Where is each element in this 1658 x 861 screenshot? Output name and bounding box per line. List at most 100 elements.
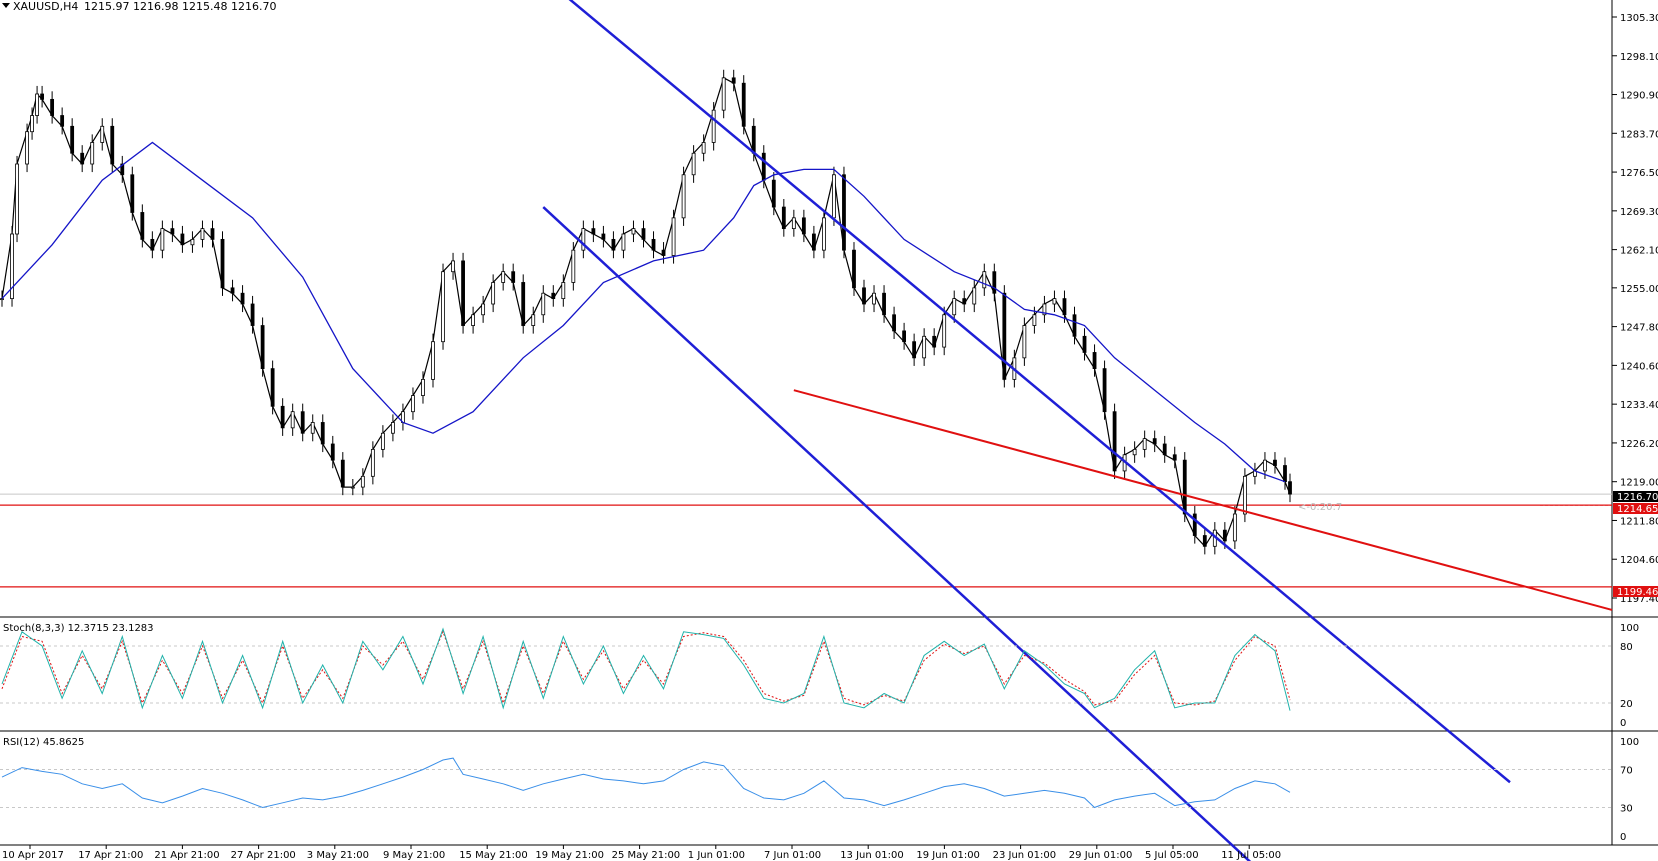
candle-body — [581, 228, 586, 251]
time-tick-label: 9 May 21:00 — [383, 850, 445, 861]
candle-body — [370, 448, 375, 477]
candle-body — [140, 212, 145, 240]
stochastic-oscillator — [1, 627, 1291, 711]
time-tick-label: 29 Jun 01:00 — [1069, 850, 1133, 861]
candle-body — [601, 233, 606, 240]
candle-body — [892, 314, 896, 332]
trend-lines — [528, 0, 1613, 861]
candle-body — [1052, 298, 1057, 305]
candle-body — [200, 228, 205, 240]
time-tick-label: 19 Jun 01:00 — [916, 850, 980, 861]
candle-body — [1042, 303, 1047, 316]
candle-body — [1283, 465, 1287, 483]
candle-body — [862, 287, 866, 305]
rsi-label: RSI(12) 45.8625 — [3, 737, 84, 748]
candle-body — [1263, 459, 1267, 472]
price-tick-label: 1240.60 — [1620, 361, 1658, 372]
stoch-level-label: 0 — [1620, 718, 1626, 729]
candle-body — [421, 378, 425, 396]
candle-body — [70, 125, 75, 154]
price-tick-label: 1262.10 — [1620, 246, 1658, 257]
candle-body — [1102, 368, 1107, 413]
candle-body — [781, 206, 786, 230]
candle-body — [411, 395, 415, 413]
candle-body — [681, 174, 686, 219]
candle-body — [711, 109, 716, 143]
channel-lower-line[interactable] — [542, 206, 1286, 861]
candle-body — [541, 292, 546, 316]
rsi-line[interactable] — [1, 757, 1291, 809]
candle-body — [210, 228, 215, 240]
time-tick-label: 19 May 21:00 — [535, 850, 604, 861]
price-tick-label: 1247.80 — [1620, 323, 1658, 334]
candle-body — [451, 260, 455, 273]
current-price-badge — [1613, 491, 1658, 502]
candle-body — [290, 411, 295, 429]
candle-body — [1222, 529, 1227, 542]
candle-body — [962, 298, 967, 305]
price-tick-label: 1255.00 — [1620, 284, 1658, 295]
candle-body — [160, 228, 165, 251]
candle-body — [942, 314, 947, 348]
time-tick-label: 7 Jun 01:00 — [764, 850, 821, 861]
price-tick-label: 1283.70 — [1620, 129, 1658, 140]
level2-price-label: 1199.46 — [1617, 587, 1658, 598]
candle-body — [441, 271, 445, 343]
candle-body — [902, 330, 907, 343]
candle-body — [832, 174, 836, 219]
level2-badge — [1613, 586, 1658, 597]
candle-body — [280, 405, 285, 429]
candle-body — [15, 163, 19, 235]
candle-body — [511, 271, 516, 283]
stoch-signal-line[interactable] — [1, 630, 1291, 706]
time-tick-label: 21 Apr 21:00 — [154, 850, 219, 861]
time-tick-label: 10 Apr 2017 — [2, 850, 64, 861]
time-tick-label: 3 May 21:00 — [307, 850, 369, 861]
time-tick-label: 15 May 21:00 — [459, 850, 528, 861]
candle-body — [571, 249, 576, 283]
candle-body — [1192, 513, 1197, 536]
stoch-label: Stoch(8,3,3) 12.3715 23.1283 — [3, 623, 154, 634]
candle-body — [731, 77, 736, 84]
candle-body — [100, 125, 105, 143]
candle-body — [521, 282, 526, 326]
moving-average-line[interactable] — [1, 141, 1286, 483]
candle-body — [912, 341, 917, 359]
candle-body — [701, 142, 706, 154]
candle-body — [1002, 292, 1007, 380]
candle-body — [481, 303, 486, 316]
candle-body — [461, 260, 465, 326]
candle-body — [491, 282, 496, 305]
candle-body — [1092, 352, 1097, 370]
channel-upper-line[interactable] — [528, 0, 1511, 784]
price-line[interactable] — [1, 76, 1291, 548]
candle-body — [90, 142, 95, 165]
stoch-levels: 100 80 20 0 — [0, 623, 1639, 729]
stoch-main-line[interactable] — [1, 627, 1291, 711]
symbol-dropdown-icon[interactable] — [2, 3, 10, 8]
price-tick-label: 1226.20 — [1620, 439, 1658, 450]
time-tick-label: 17 Apr 21:00 — [78, 850, 143, 861]
support-lines — [0, 493, 1612, 588]
time-tick-label: 13 Jun 01:00 — [840, 850, 904, 861]
candle-body — [561, 282, 566, 300]
candle-body — [310, 422, 315, 434]
range-measure-label: <-0:20:7 — [1298, 502, 1342, 513]
candle-body — [30, 115, 34, 133]
candle-body — [811, 233, 816, 251]
time-tick-label: 27 Apr 21:00 — [231, 850, 296, 861]
candle-body — [150, 238, 155, 251]
candle-body — [1273, 459, 1277, 466]
ohlc-label: 1215.97 1216.98 1215.48 1216.70 — [84, 0, 276, 13]
candle-body — [1082, 335, 1087, 353]
candle-body — [350, 486, 355, 489]
candle-body — [982, 271, 987, 289]
candle-body — [1062, 298, 1067, 316]
candle-body — [80, 152, 85, 165]
candle-body — [741, 82, 746, 127]
resistance-trendline[interactable] — [793, 389, 1613, 611]
candle-body — [1242, 475, 1247, 515]
price-axis-ticks: 1305.30 1298.10 1290.90 1283.70 1276.50 1269.… — [1612, 13, 1658, 605]
candle-body — [180, 233, 185, 246]
